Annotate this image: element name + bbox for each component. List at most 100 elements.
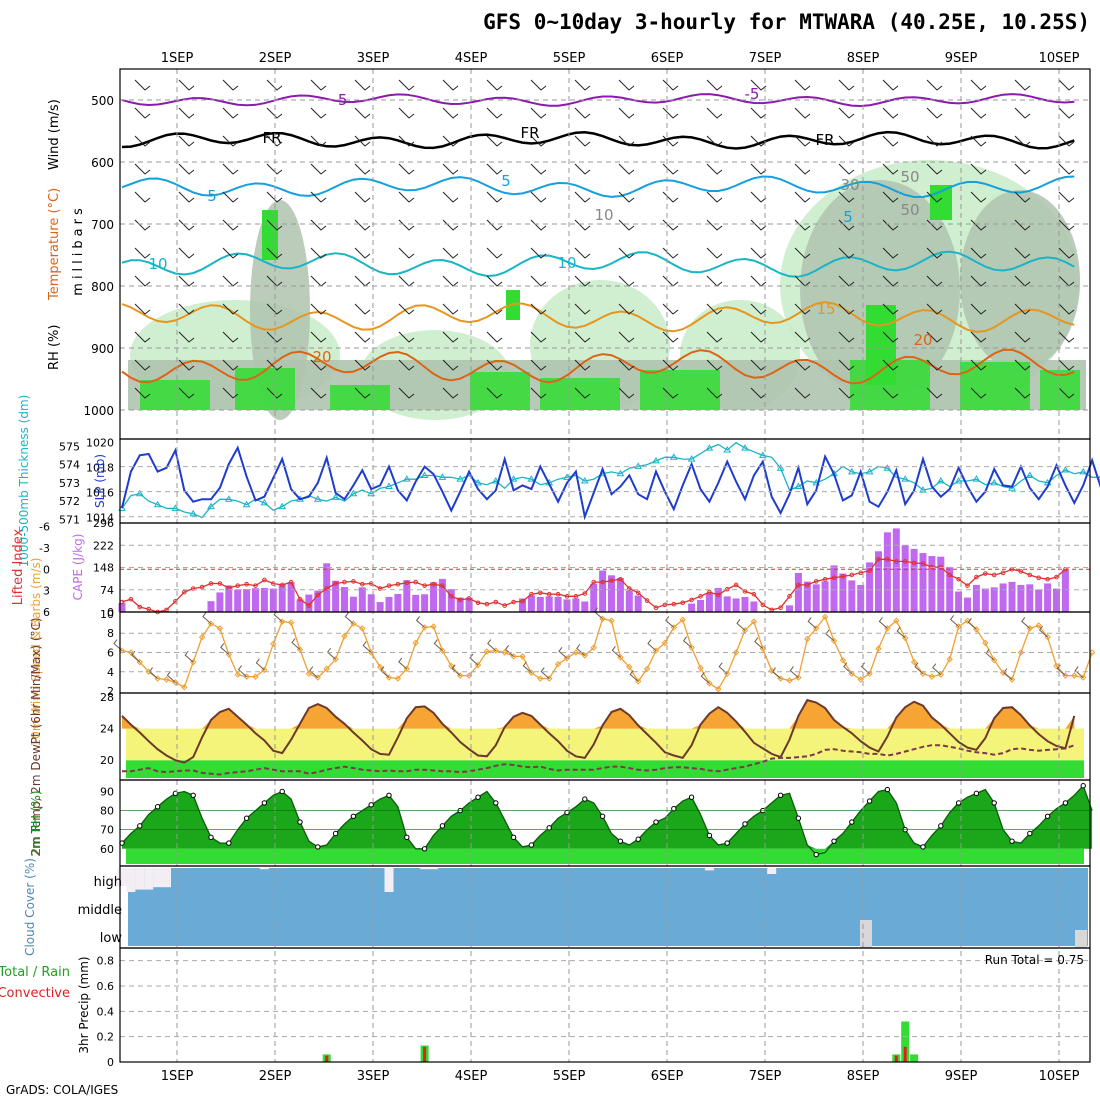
cape-bar [1053,588,1060,612]
wind-barb [882,219,899,231]
cape-bar [705,593,713,612]
rh-point [777,792,784,798]
wind-barb [926,331,943,343]
wind-barb [618,219,635,231]
wind-barb-10m [220,643,230,655]
contour-label: FR [520,124,539,142]
wind-barb [794,247,811,259]
wind-barb [134,107,151,119]
pressure-tick: 600 [91,156,114,170]
thickness-point [1025,471,1034,479]
precip-convective-bar [903,1046,907,1062]
wind-barb [706,387,723,399]
contour-label: FR [815,131,834,149]
li-point [947,572,953,578]
wind-barb [134,135,151,147]
wind-speed-point [510,653,517,660]
wind-barb [838,107,855,119]
wind-barb [486,303,503,315]
cloud-high-gap [126,868,136,892]
thickness-point [349,489,358,497]
wind-barb [486,275,503,287]
wind-barb [354,107,371,119]
wind-barb-10m [789,666,799,678]
contour-label: 5 [843,208,853,226]
wind-barb [398,247,415,259]
pressure-tick: 500 [91,94,114,108]
rh-point [475,794,481,800]
slp-line [121,445,1100,521]
rh-point [920,844,926,850]
wind-barb [1058,219,1075,231]
wind-barb-10m [700,672,710,684]
wind-speed-point [990,657,998,664]
li-point [885,557,890,562]
li-tick: 6 [43,606,50,619]
wind-barb [1058,303,1075,315]
cape-bar [590,583,598,612]
wind-barb [178,331,195,343]
wind-barb [222,107,239,119]
wind-barb [222,387,239,399]
wind-barb [1058,79,1075,91]
wind-barb [574,135,591,147]
wind-speed-point [608,617,615,624]
cape-bar [278,584,286,612]
wind-barb-10m [665,616,675,628]
wind-barb [1058,163,1075,175]
wind-speed-point [394,675,402,682]
wind-barb [486,191,503,203]
wind-barb [222,359,239,371]
wind-barb [310,359,327,371]
millibars-label-group: millibars [71,204,86,295]
wind-barb-10m [255,658,265,671]
li-point [484,601,490,607]
cloud-level-label: high [94,875,122,890]
li-tick: -6 [39,521,50,534]
wind-barb [706,247,723,259]
day-label-top: 1SEP [161,51,194,66]
thickness-point [491,477,500,484]
wind-barb [1014,387,1031,399]
li-point [796,582,801,588]
wind-speed-point [154,675,161,682]
day-label-top: 3SEP [357,51,390,66]
cape-tick: 222 [93,539,114,552]
li-point [680,600,686,606]
wind-speed-point [252,673,259,680]
rh-fill [122,785,1093,849]
wind-barb [310,107,327,119]
wind-barb [134,219,151,231]
contour-label: FR [262,129,281,147]
cape-bar [118,602,126,612]
rh-point [386,792,392,798]
wind-barb-10m [576,644,586,656]
thickness-point [652,456,660,464]
day-label-top: 5SEP [553,51,586,66]
li-point [787,594,792,599]
wind-barb [970,79,987,91]
li-point [1054,574,1059,580]
wind-barb [882,79,899,91]
wind-barb [1058,135,1075,147]
wind-barb-10m [504,645,514,657]
thickness-point [776,464,785,471]
thickness-point [385,482,393,489]
wind-barb [662,331,679,343]
wind-barb [486,107,503,119]
cape-bar [848,580,856,612]
li-point [404,580,410,586]
wind-barb [178,219,195,231]
wind-speed-point [341,632,348,640]
li-point [511,599,516,605]
wind-barb [178,163,195,175]
li-point [991,572,997,578]
wind-barb [970,247,987,259]
wind-speed-point [474,661,482,669]
day-label-top: 7SEP [749,51,782,66]
wind-barb [970,219,987,231]
wind-speed-point [136,658,144,666]
wind-barb [926,275,943,287]
cape-bar [786,605,793,612]
rh-shade-high [640,370,720,410]
